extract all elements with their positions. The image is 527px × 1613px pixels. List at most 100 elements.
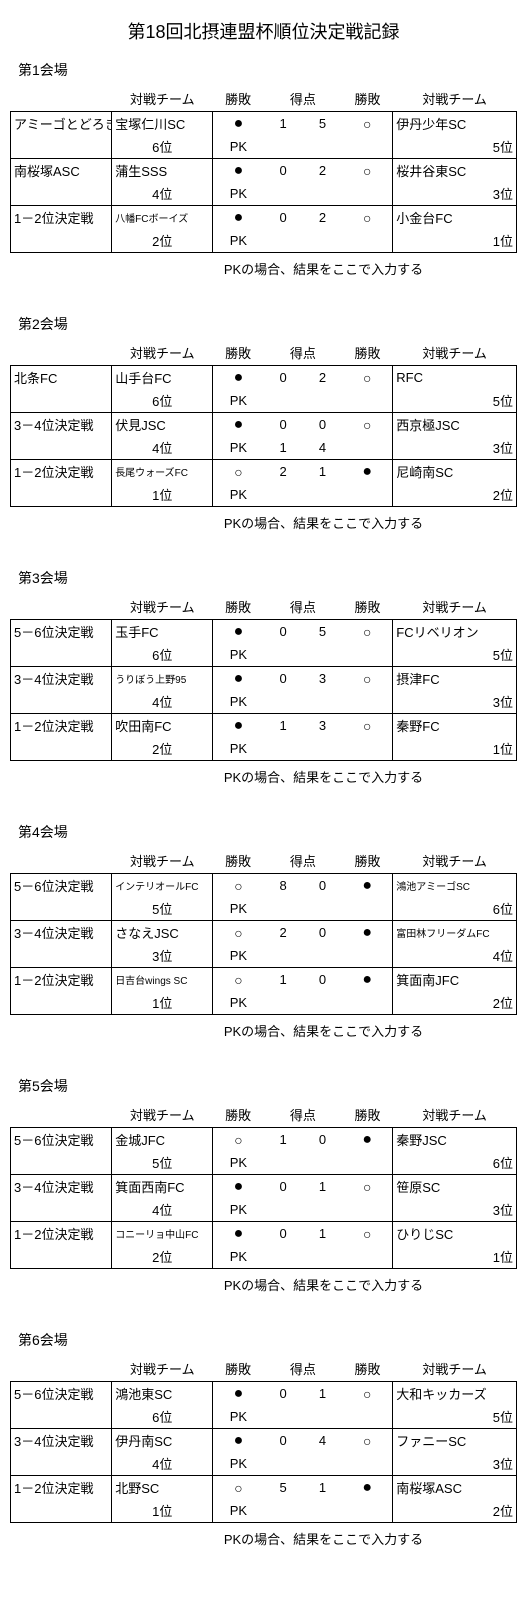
result-right: ●: [342, 968, 393, 992]
pk-left: [263, 991, 302, 1015]
match-label: 3－4位決定戦: [11, 1175, 112, 1199]
pk-right: [303, 897, 342, 921]
header-wl-l: 勝敗: [213, 86, 264, 112]
match-label-blank: [11, 1405, 112, 1429]
result-left: ●: [213, 714, 264, 738]
header-team-l: 対戦チーム: [112, 340, 213, 366]
venue-label: 第4会場: [18, 822, 517, 842]
header-wl-l: 勝敗: [213, 1356, 264, 1382]
match-table: 対戦チーム 勝敗 得点 勝敗 対戦チーム 北条FC 山手台FC ● 0 2 ○ …: [10, 340, 517, 507]
pk-blank: [342, 991, 393, 1015]
rank-right: 6位: [393, 1151, 517, 1175]
header-wl-l: 勝敗: [213, 848, 264, 874]
header-team-r: 対戦チーム: [393, 1102, 517, 1128]
score-left: 0: [263, 413, 302, 437]
score-left: 0: [263, 366, 302, 390]
pk-blank: [342, 483, 393, 507]
pk-note: PKの場合、結果をここで入力する: [130, 1529, 517, 1548]
header-score: 得点: [263, 848, 342, 874]
result-right: ○: [342, 366, 393, 390]
match-row-top: 南桜塚ASC 蒲生SSS ● 0 2 ○ 桜井谷東SC: [11, 159, 517, 183]
header-team-l: 対戦チーム: [112, 1356, 213, 1382]
pk-right: 4: [303, 436, 342, 460]
header-score: 得点: [263, 86, 342, 112]
header-team-r: 対戦チーム: [393, 848, 517, 874]
header-team-r: 対戦チーム: [393, 86, 517, 112]
match-label-blank: [11, 1151, 112, 1175]
score-right: 1: [303, 1222, 342, 1246]
score-right: 1: [303, 1476, 342, 1500]
match-row-top: 5－6位決定戦 インテリオールFC ○ 8 0 ● 鴻池アミーゴSC: [11, 874, 517, 898]
rank-right: 3位: [393, 1198, 517, 1222]
pk-blank: [342, 436, 393, 460]
pk-right: [303, 229, 342, 253]
pk-left: [263, 1151, 302, 1175]
match-label: 1－2位決定戦: [11, 968, 112, 992]
pk-note: PKの場合、結果をここで入力する: [130, 1275, 517, 1294]
match-row-bottom: 4位 PK 3位: [11, 690, 517, 714]
score-left: 0: [263, 1175, 302, 1199]
result-right: ○: [342, 714, 393, 738]
rank-left: 1位: [112, 483, 213, 507]
rank-left: 5位: [112, 897, 213, 921]
match-label-blank: [11, 1245, 112, 1269]
result-left: ○: [213, 874, 264, 898]
pk-left: [263, 229, 302, 253]
result-left: ●: [213, 1222, 264, 1246]
rank-left: 4位: [112, 690, 213, 714]
header-wl-l: 勝敗: [213, 1102, 264, 1128]
result-right: ●: [342, 1476, 393, 1500]
team-left: 宝塚仁川SC: [112, 112, 213, 136]
pk-label: PK: [213, 897, 264, 921]
header-empty: [11, 340, 112, 366]
header-team-l: 対戦チーム: [112, 594, 213, 620]
pk-label: PK: [213, 436, 264, 460]
pk-label: PK: [213, 1245, 264, 1269]
score-right: 2: [303, 206, 342, 230]
match-row-top: 1－2位決定戦 北野SC ○ 5 1 ● 南桜塚ASC: [11, 1476, 517, 1500]
rank-left: 6位: [112, 1405, 213, 1429]
header-team-r: 対戦チーム: [393, 594, 517, 620]
pk-label: PK: [213, 1151, 264, 1175]
header-team-r: 対戦チーム: [393, 1356, 517, 1382]
pk-blank: [342, 643, 393, 667]
team-right: 富田林フリーダムFC: [393, 921, 517, 945]
pk-blank: [342, 1405, 393, 1429]
score-right: 5: [303, 112, 342, 136]
match-label: 3－4位決定戦: [11, 921, 112, 945]
team-right: 摂津FC: [393, 667, 517, 691]
pk-left: [263, 897, 302, 921]
match-row-bottom: 5位 PK 6位: [11, 1151, 517, 1175]
pk-note: PKの場合、結果をここで入力する: [130, 1021, 517, 1040]
result-left: ●: [213, 1382, 264, 1406]
match-row-bottom: 1位 PK 2位: [11, 483, 517, 507]
result-right: ○: [342, 1175, 393, 1199]
score-right: 3: [303, 667, 342, 691]
pk-label: PK: [213, 135, 264, 159]
team-right: 小金台FC: [393, 206, 517, 230]
venue-section: 第3会場 対戦チーム 勝敗 得点 勝敗 対戦チーム 5－6位決定戦 玉手FC ●…: [10, 568, 517, 786]
result-right: ○: [342, 112, 393, 136]
pk-label: PK: [213, 690, 264, 714]
pk-left: [263, 182, 302, 206]
score-left: 2: [263, 460, 302, 484]
match-label-blank: [11, 389, 112, 413]
match-row-bottom: 6位 PK 5位: [11, 389, 517, 413]
match-row-top: 北条FC 山手台FC ● 0 2 ○ RFC: [11, 366, 517, 390]
score-right: 0: [303, 921, 342, 945]
pk-blank: [342, 1452, 393, 1476]
result-right: ○: [342, 1222, 393, 1246]
team-left: 蒲生SSS: [112, 159, 213, 183]
match-row-bottom: 4位 PK 3位: [11, 1198, 517, 1222]
result-left: ○: [213, 1128, 264, 1152]
pk-blank: [342, 737, 393, 761]
match-label-blank: [11, 1198, 112, 1222]
header-wl-l: 勝敗: [213, 594, 264, 620]
pk-right: [303, 483, 342, 507]
team-left: 伊丹南SC: [112, 1429, 213, 1453]
pk-right: [303, 1198, 342, 1222]
match-label: 1－2位決定戦: [11, 460, 112, 484]
match-row-top: 3－4位決定戦 箕面西南FC ● 0 1 ○ 笹原SC: [11, 1175, 517, 1199]
pk-note: PKの場合、結果をここで入力する: [130, 513, 517, 532]
match-row-bottom: 1位 PK 2位: [11, 1499, 517, 1523]
